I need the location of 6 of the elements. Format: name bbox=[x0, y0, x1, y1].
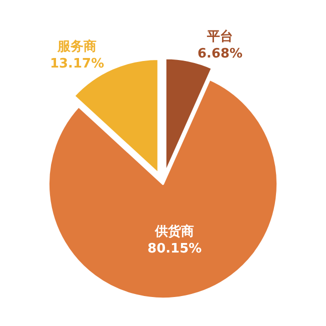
data-label: 80.15% bbox=[148, 242, 202, 257]
data-label: 6.68% bbox=[197, 46, 243, 62]
slice-label: 供货商 bbox=[154, 224, 194, 240]
data-label: 13.17% bbox=[50, 56, 104, 72]
slice-label: 服务商 bbox=[56, 38, 97, 54]
slice-label: 平台 bbox=[206, 28, 234, 45]
